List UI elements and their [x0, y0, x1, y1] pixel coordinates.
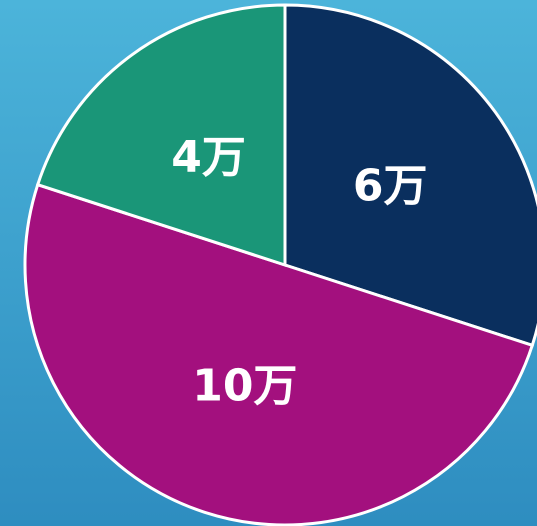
pie-slice	[283, 3, 537, 348]
data-label: 4万	[171, 132, 246, 183]
data-label: 10万	[192, 361, 297, 412]
pie-slice	[35, 3, 287, 268]
data-label: 6万	[353, 161, 428, 212]
pie-slice	[23, 182, 535, 526]
